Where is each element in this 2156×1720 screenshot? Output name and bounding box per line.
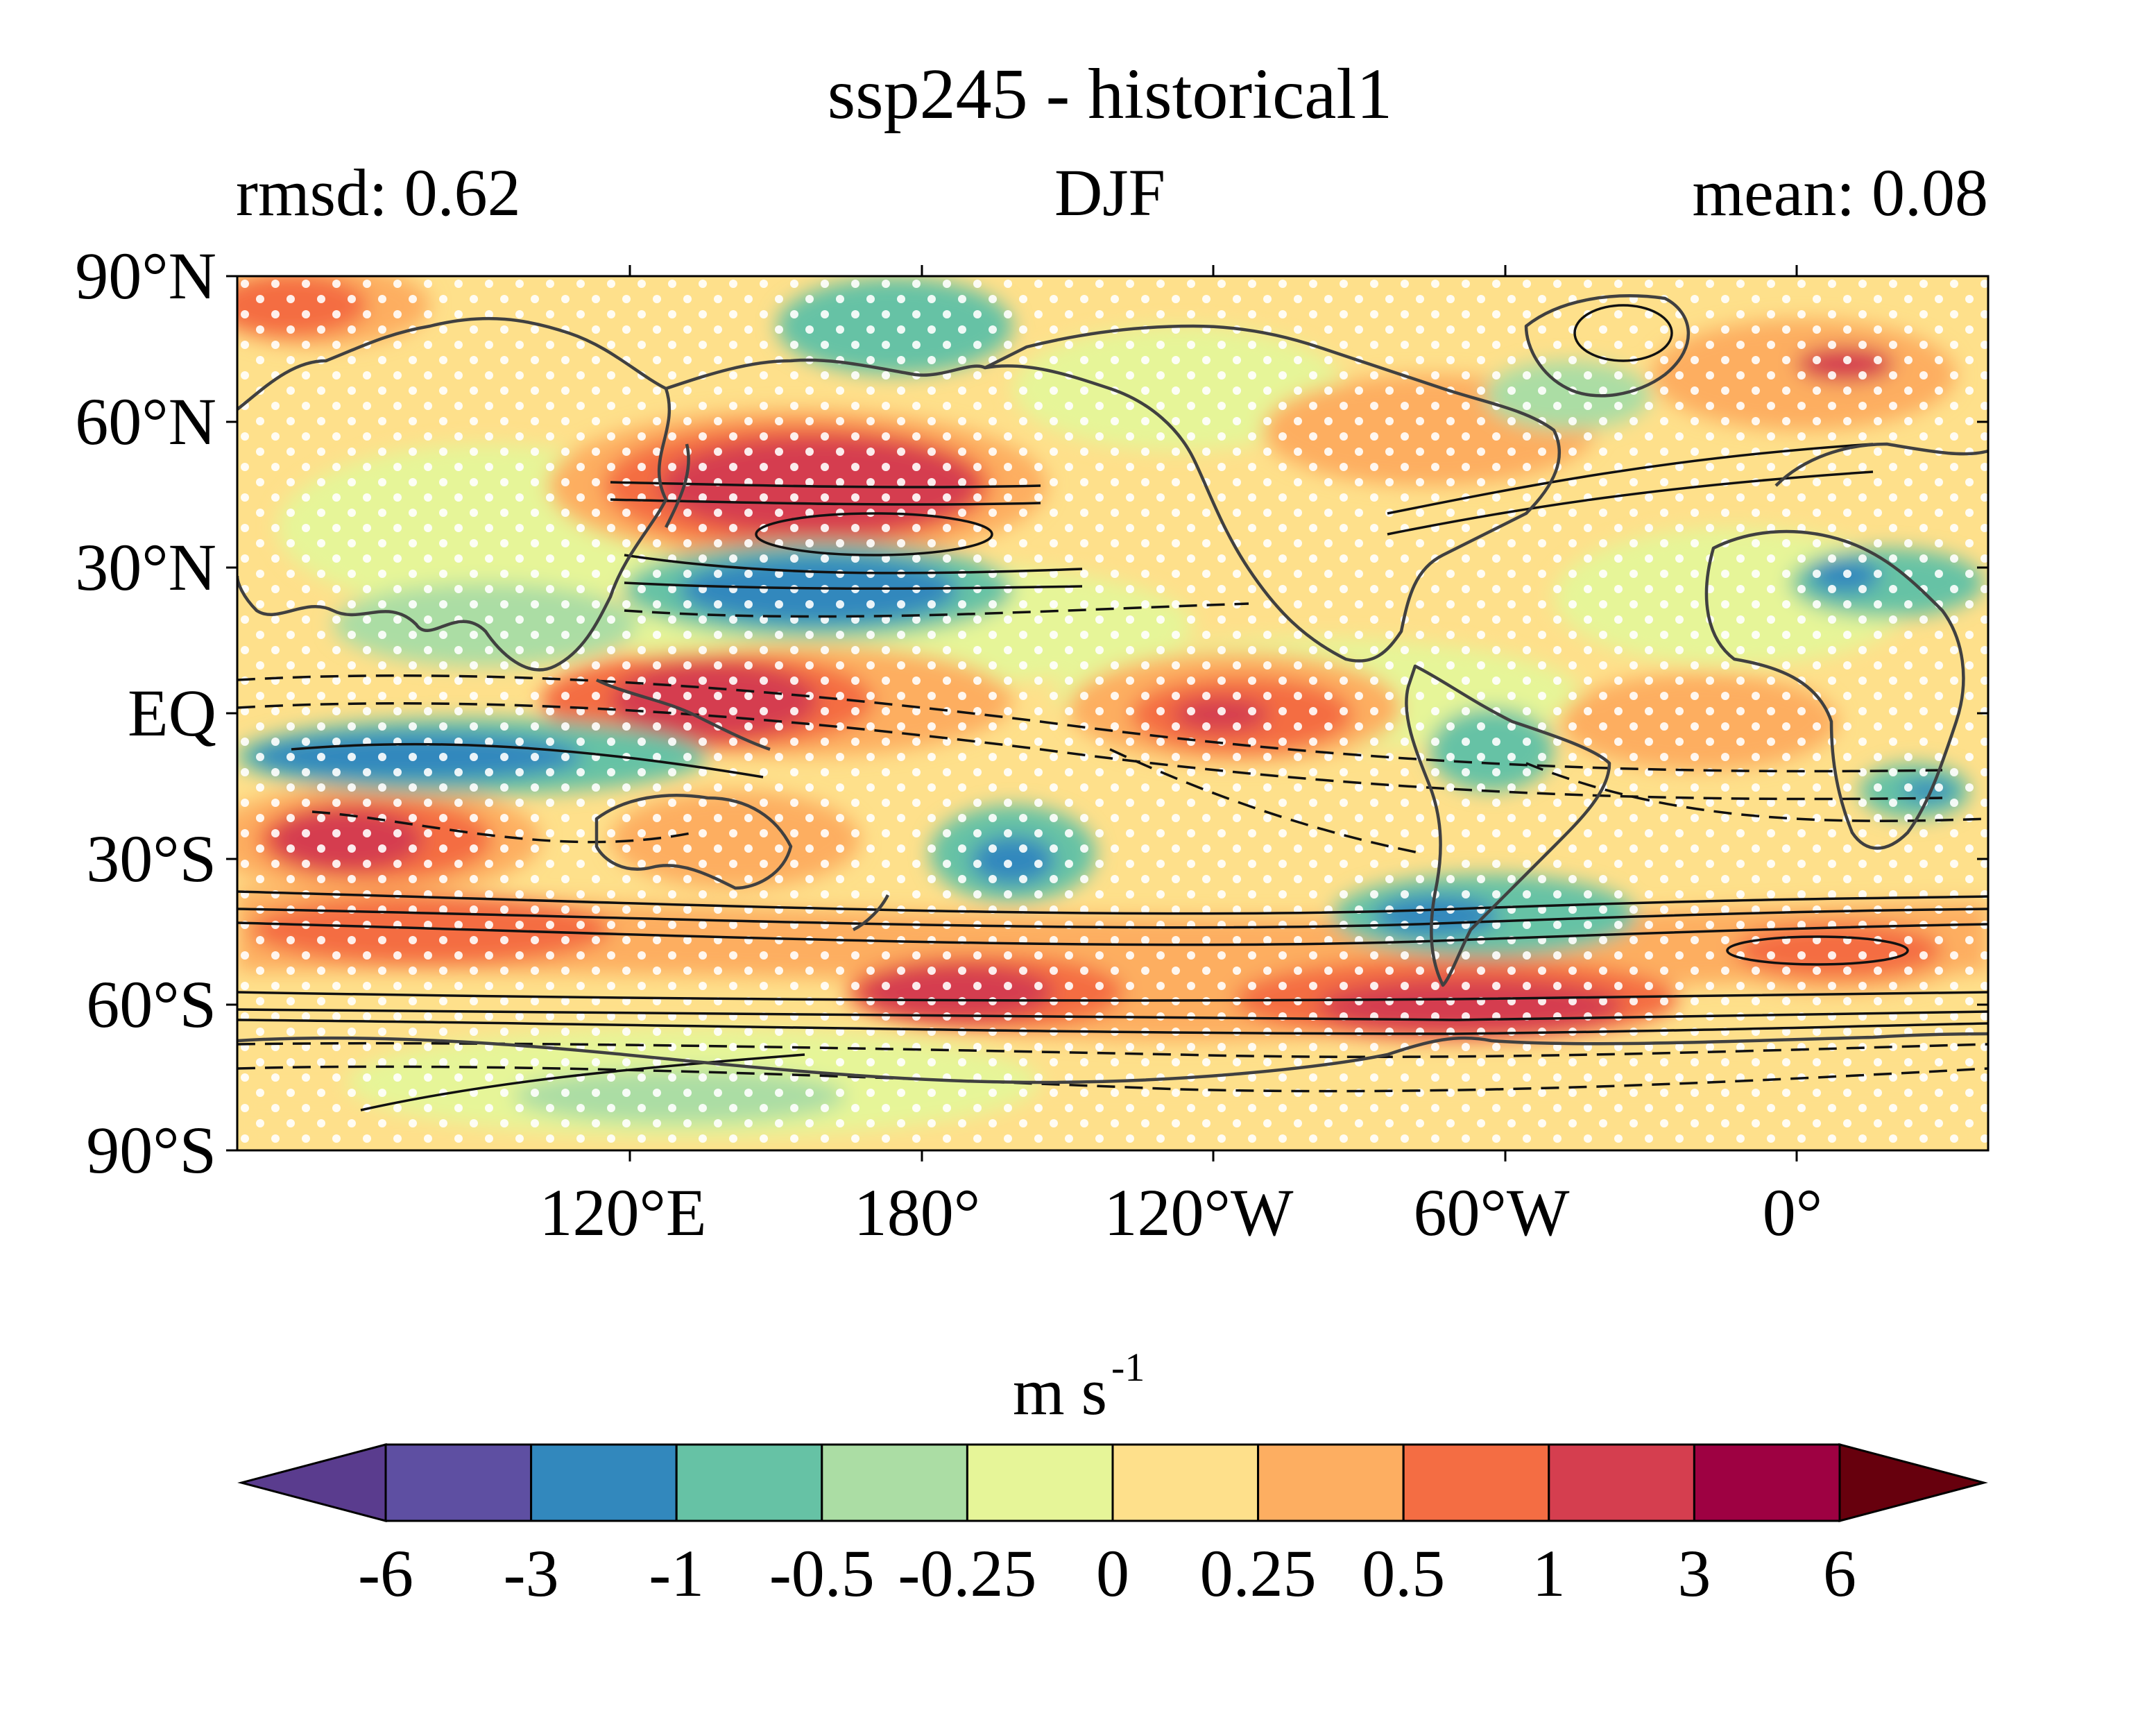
colorbar-segment xyxy=(1402,1443,1550,1522)
contour-line xyxy=(237,702,1943,801)
colorbar-segment xyxy=(821,1443,968,1522)
coastline-maritime xyxy=(595,678,771,751)
negative-contours xyxy=(237,602,1988,1093)
season-label: DJF xyxy=(1054,155,1165,230)
contour-line xyxy=(237,1019,1988,1035)
coastline-eurasia xyxy=(237,316,671,672)
contour-line xyxy=(291,742,764,778)
colorbar-tick-label: -1 xyxy=(649,1536,704,1610)
coastline-greenland xyxy=(1524,294,1691,398)
figure-title: ssp245 - historical1 xyxy=(828,54,1393,134)
coastline-australia xyxy=(594,794,793,890)
colorbar: -6 -3 -1 -0.5 -0.25 0 0.25 0.5 1 3 6 xyxy=(237,1443,1988,1610)
coastlines xyxy=(237,294,1988,1084)
coastline-north-asia xyxy=(665,358,986,391)
colorbar-tick-label: 6 xyxy=(1823,1536,1856,1610)
colorbar-tick-label: -6 xyxy=(358,1536,413,1610)
map-panel xyxy=(237,276,1988,1150)
contour-line xyxy=(1525,762,1988,822)
lat-label: 90°N xyxy=(75,239,216,313)
colorbar-tick-label: -0.25 xyxy=(898,1536,1036,1610)
lon-labels: 120°E 180° 120°W 60°W 0° xyxy=(539,1175,1822,1250)
colorbar-tick-label: 0.25 xyxy=(1200,1536,1317,1610)
coastline-north-america xyxy=(983,324,1561,663)
colorbar-segment xyxy=(384,1443,533,1522)
contour-line xyxy=(237,921,1988,946)
coastline-europe xyxy=(1774,442,1988,487)
contour-line xyxy=(624,581,1083,590)
coastline-south-america xyxy=(1405,664,1611,987)
colorbar-segment xyxy=(1693,1443,1841,1522)
lat-label: 60°S xyxy=(86,967,216,1041)
lon-label: 120°W xyxy=(1104,1175,1294,1250)
lon-label: 0° xyxy=(1763,1175,1822,1250)
contour-line xyxy=(237,674,1943,773)
climatology-contours xyxy=(237,304,1988,1112)
lon-label: 180° xyxy=(854,1175,980,1250)
contour-line xyxy=(1387,443,1874,515)
contour-line xyxy=(624,602,1249,618)
contour-line xyxy=(624,554,1083,574)
colorbar-segment xyxy=(530,1443,678,1522)
colorbar-segment xyxy=(1548,1443,1695,1522)
colorbar-tick-label: 3 xyxy=(1677,1536,1711,1610)
colorbar-segment xyxy=(966,1443,1114,1522)
contour-line xyxy=(1726,935,1909,966)
contour-line xyxy=(755,512,993,556)
contour-line xyxy=(360,1053,805,1112)
colorbar-segment xyxy=(675,1443,823,1522)
colorbar-segment xyxy=(1111,1443,1260,1522)
lat-label: 60°N xyxy=(75,384,216,459)
coastline-africa xyxy=(1704,529,1965,850)
contour-line xyxy=(237,991,1988,1002)
contour-line xyxy=(237,908,1988,929)
lat-label: 90°S xyxy=(86,1113,216,1187)
lon-label: 120°E xyxy=(539,1175,706,1250)
colorbar-segment xyxy=(1257,1443,1405,1522)
contour-line xyxy=(1109,748,1423,855)
colorbar-tick-label: 0 xyxy=(1096,1536,1129,1610)
contour-line xyxy=(237,1065,1988,1093)
lat-label: EQ xyxy=(128,676,216,750)
lat-label: 30°S xyxy=(86,821,216,896)
colorbar-units-exponent: -1 xyxy=(1111,1345,1145,1390)
mean-label: mean: 0.08 xyxy=(1692,155,1988,230)
lat-label: 30°N xyxy=(75,530,216,604)
significance-stipple xyxy=(237,276,1988,1150)
rmsd-label: rmsd: 0.62 xyxy=(236,155,521,230)
colorbar-tick-label: 0.5 xyxy=(1362,1536,1445,1610)
contour-line xyxy=(311,810,694,844)
contour-line xyxy=(237,890,1988,915)
map-ticks xyxy=(226,265,1988,1161)
contour-line xyxy=(610,481,1041,488)
lon-label: 60°W xyxy=(1414,1175,1570,1250)
coastline-antarctica xyxy=(237,1032,1988,1084)
colorbar-under-arrow xyxy=(237,1443,387,1522)
contour-line xyxy=(1573,304,1673,362)
coastline-new-zealand xyxy=(852,894,890,932)
colorbar-units: m s xyxy=(1013,1354,1107,1429)
colorbar-tick-label: 1 xyxy=(1532,1536,1566,1610)
colorbar-over-arrow xyxy=(1838,1443,1988,1522)
colorbar-tick-label: -3 xyxy=(504,1536,559,1610)
contour-line xyxy=(610,498,1041,506)
lat-labels: 90°N 60°N 30°N EQ 30°S 60°S 90°S xyxy=(75,239,216,1187)
contour-line xyxy=(237,1008,1988,1021)
coastline-japan xyxy=(664,443,690,529)
colorbar-tick-label: -0.5 xyxy=(769,1536,875,1610)
contour-line xyxy=(1387,470,1874,536)
